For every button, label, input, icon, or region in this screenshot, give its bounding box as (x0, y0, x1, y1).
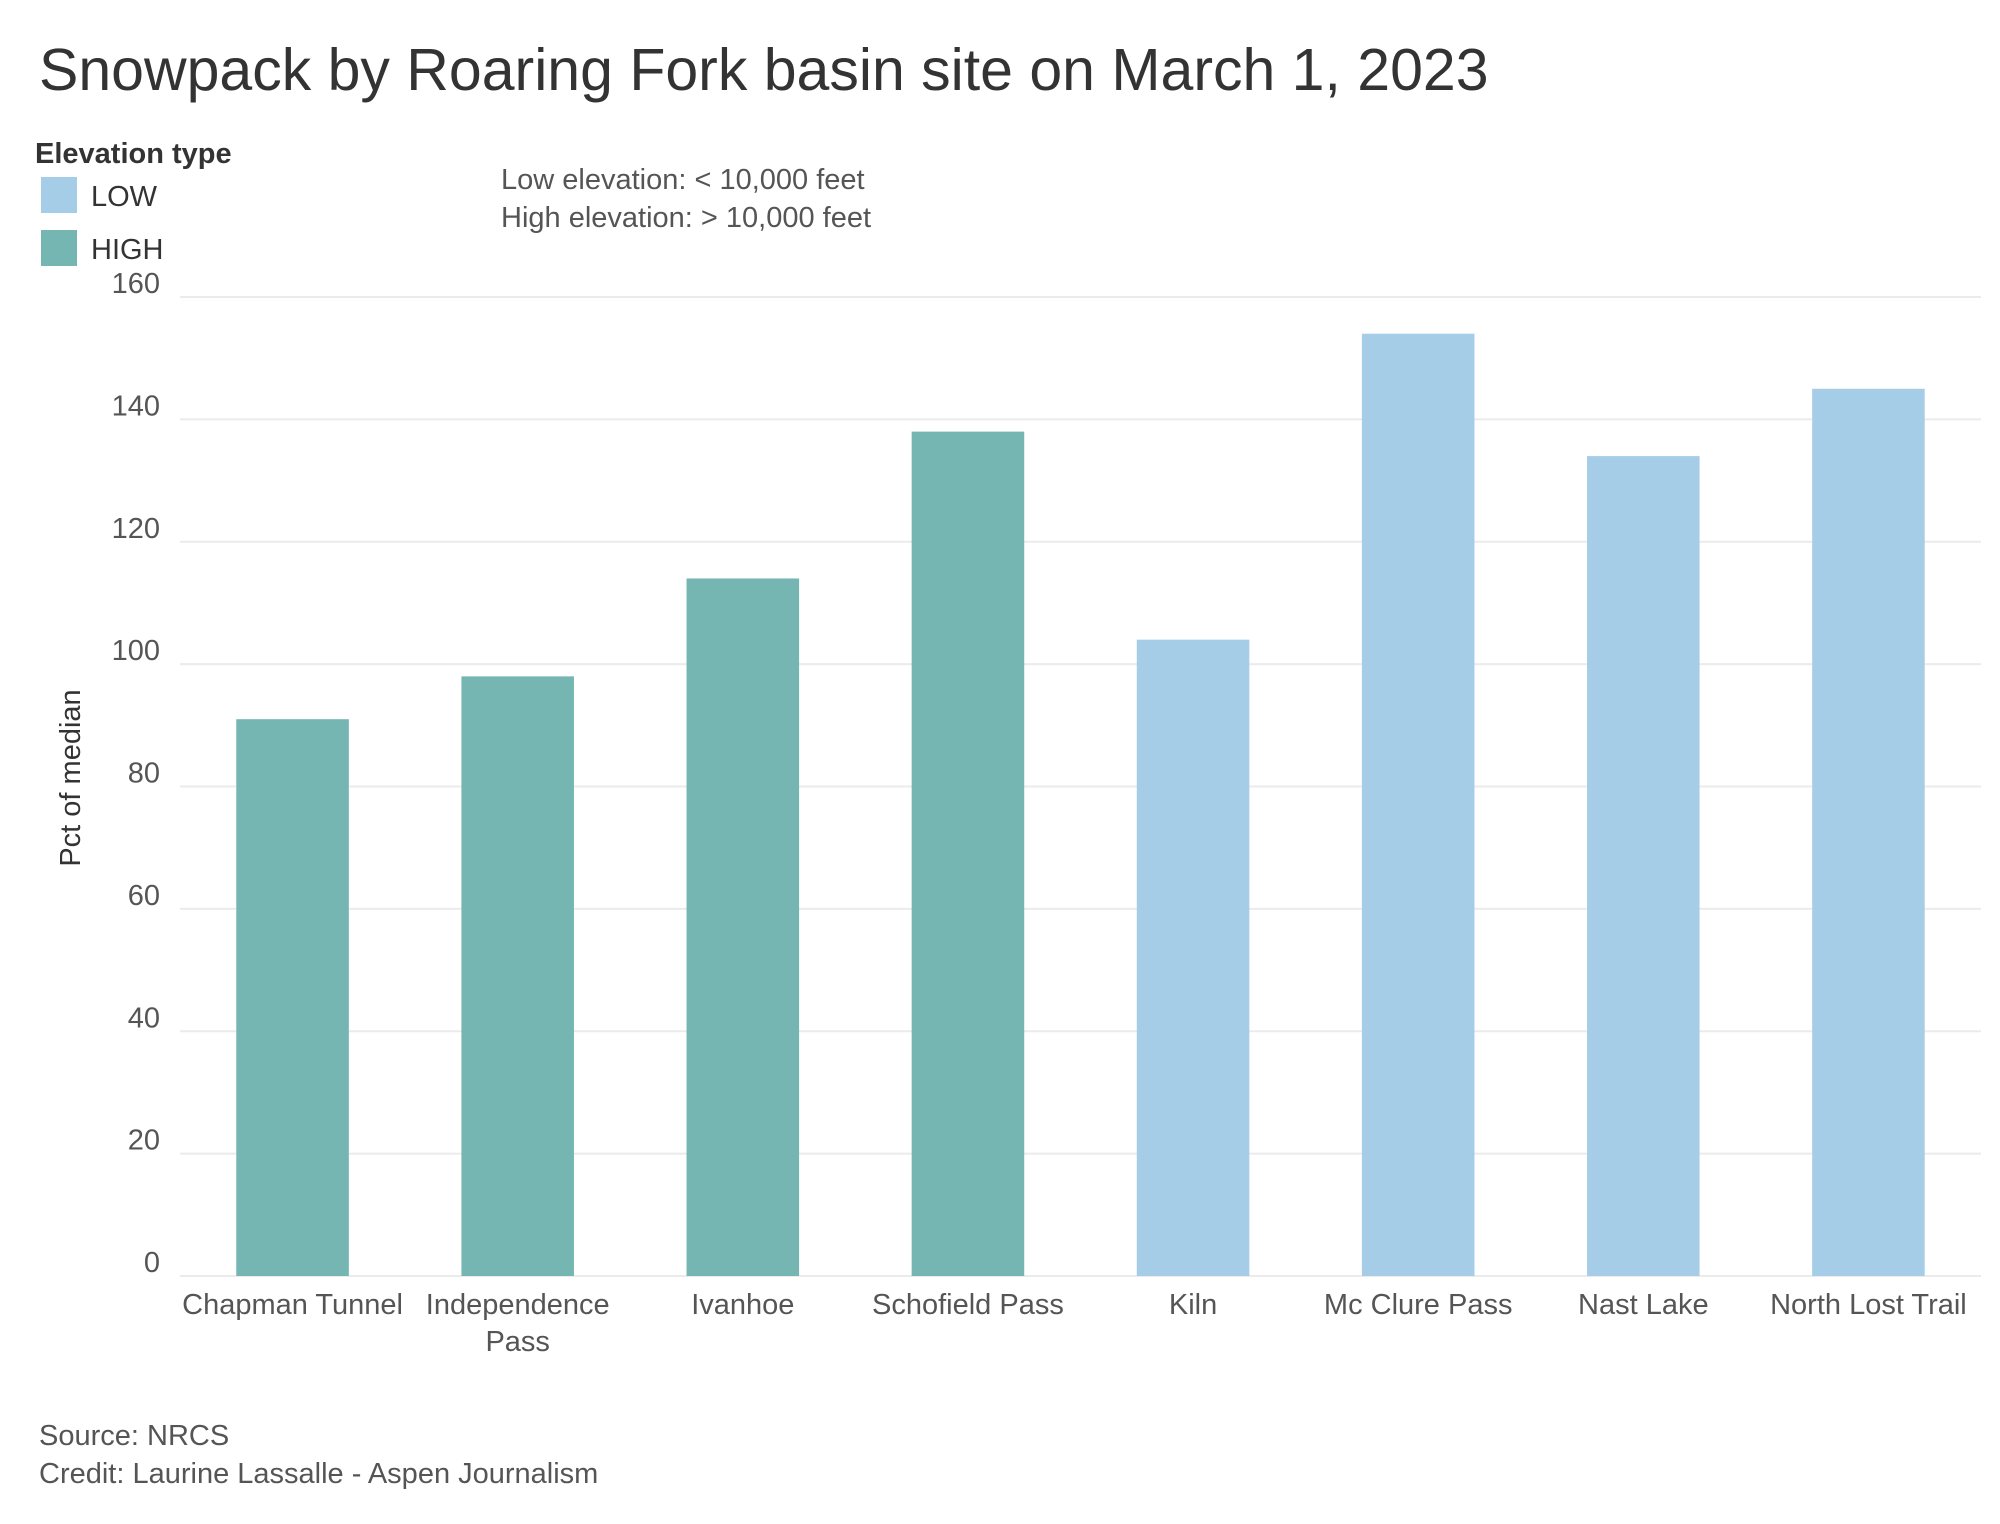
x-tick-label: Independence Pass (425, 1289, 610, 1358)
bar (1812, 388, 1925, 1276)
y-tick-label: 0 (144, 1247, 160, 1279)
x-tick-label: Nast Lake (1578, 1289, 1709, 1321)
bar (1136, 639, 1250, 1276)
x-tick-label: Schofield Pass (872, 1289, 1064, 1321)
bar (461, 676, 574, 1276)
bar (1361, 333, 1475, 1276)
y-tick-label: 20 (128, 1125, 160, 1157)
chart-title: Snowpack by Roaring Fork basin site on M… (39, 37, 1489, 103)
bar (236, 719, 349, 1276)
x-tick-label: North Lost Trail (1770, 1289, 1967, 1321)
legend-title: Elevation type (35, 138, 232, 170)
bar (686, 578, 800, 1276)
source: Source: NRCS (39, 1420, 229, 1452)
annotation: High elevation: > 10,000 feet (501, 202, 871, 234)
x-tick-label: Kiln (1168, 1289, 1218, 1321)
legend-swatch (41, 230, 77, 266)
legend-swatch (41, 177, 77, 213)
credit: Credit: Laurine Lassalle - Aspen Journal… (39, 1458, 598, 1490)
legend-label: HIGH (91, 234, 164, 266)
y-tick-label: 80 (128, 758, 160, 790)
x-tick-label: Chapman Tunnel (182, 1289, 403, 1321)
y-tick-label: 140 (112, 390, 160, 422)
annotation: Low elevation: < 10,000 feet (501, 164, 865, 196)
y-tick-label: 60 (128, 880, 160, 912)
x-tick-label: Mc Clure Pass (1323, 1289, 1513, 1321)
y-tick-label: 100 (112, 635, 160, 667)
y-tick-label: 120 (112, 513, 160, 545)
y-tick-label: 160 (112, 268, 160, 300)
x-tick-label: Ivanhoe (691, 1289, 795, 1321)
y-axis-label: Pct of median (55, 689, 87, 866)
y-tick-label: 40 (128, 1002, 160, 1034)
legend-label: LOW (91, 181, 158, 213)
bar (911, 431, 1025, 1276)
bar (1587, 456, 1700, 1276)
